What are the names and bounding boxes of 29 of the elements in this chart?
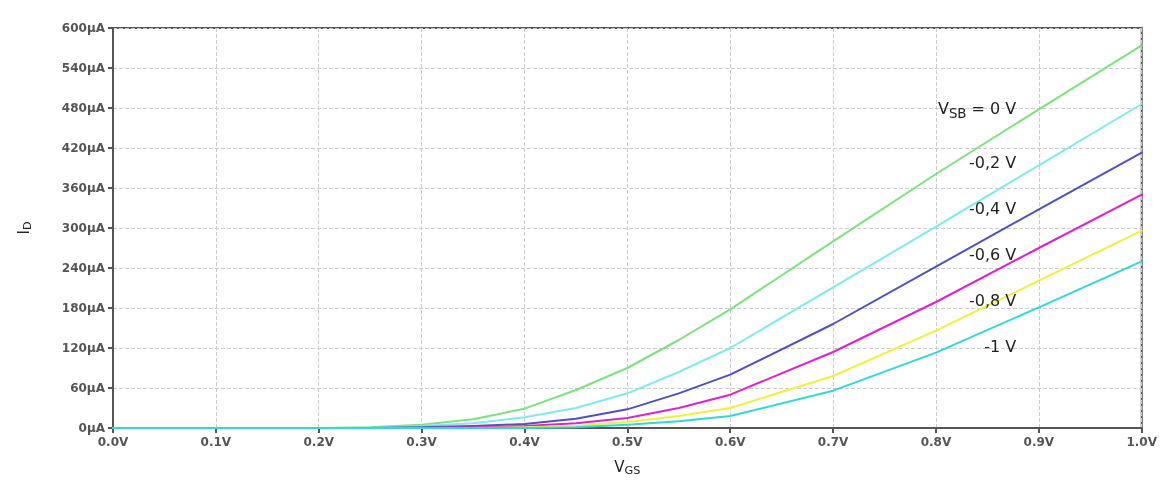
x-tick-label: 0.8V — [920, 435, 952, 449]
y-tick-label: 420µA — [61, 141, 106, 155]
y-tick-label: 360µA — [61, 181, 106, 195]
x-tick-label: 0.5V — [612, 435, 644, 449]
annotation: -0,4 V — [968, 199, 1018, 219]
y-tick-label: 240µA — [61, 261, 106, 275]
annotation: -1 V — [983, 337, 1018, 357]
x-tick-label: 0.3V — [406, 435, 438, 449]
x-tick-label: 0.6V — [714, 435, 747, 449]
annotation: -0,6 V — [968, 245, 1018, 265]
y-tick-label: 540µA — [61, 61, 106, 75]
y-tick-label: 600µA — [61, 21, 106, 35]
y-tick-label: 60µA — [70, 381, 106, 395]
annotation: -0,8 V — [968, 291, 1018, 311]
y-axis-title: ID — [15, 221, 34, 235]
x-tick-label: 1.0V — [1126, 435, 1158, 449]
x-tick-label: 0.4V — [509, 435, 541, 449]
y-tick-label: 480µA — [61, 101, 106, 115]
x-tick-label: 0.2V — [303, 435, 335, 449]
y-tick-label: 0µA — [78, 421, 106, 435]
x-tick-label: 0.9V — [1023, 435, 1055, 449]
y-tick-label: 180µA — [61, 301, 106, 315]
x-tick-label: 0.7V — [817, 435, 850, 449]
x-tick-label: 0.1V — [200, 435, 232, 449]
y-tick-label: 120µA — [61, 341, 106, 355]
x-tick-label: 0.0V — [97, 435, 129, 449]
annotation: V$_{SB}$ = 0 V — [936, 99, 1018, 124]
y-tick-label: 300µA — [61, 221, 106, 235]
annotation: -0,2 V — [968, 153, 1018, 173]
